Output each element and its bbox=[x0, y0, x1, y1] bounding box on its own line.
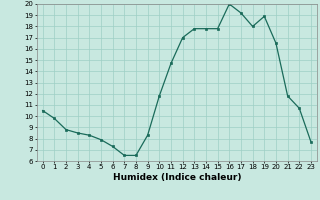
X-axis label: Humidex (Indice chaleur): Humidex (Indice chaleur) bbox=[113, 173, 241, 182]
